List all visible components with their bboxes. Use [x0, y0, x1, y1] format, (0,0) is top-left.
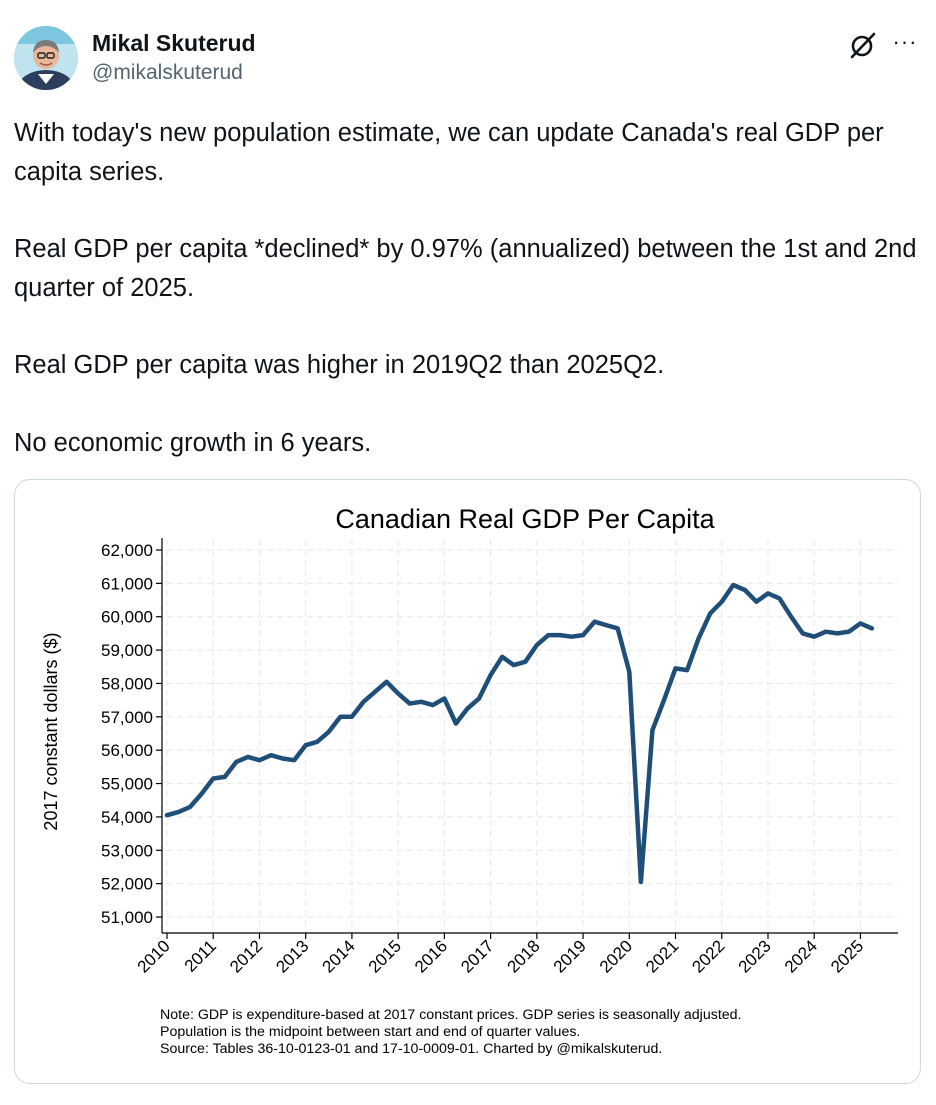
author-handle[interactable]: @mikalskuterud — [92, 61, 243, 84]
x-tick-label: 2025 — [827, 936, 867, 976]
y-tick-label: 51,000 — [101, 908, 153, 927]
x-tick-label: 2017 — [457, 936, 497, 976]
chart-series — [164, 582, 875, 885]
x-tick-label: 2010 — [134, 936, 174, 976]
y-tick-label: 56,000 — [101, 741, 153, 760]
y-tick-label: 55,000 — [101, 775, 153, 794]
x-tick-label: 2016 — [411, 936, 451, 976]
x-tick-label: 2020 — [596, 936, 636, 976]
tweet-paragraph: With today's new population estimate, we… — [14, 119, 884, 186]
x-tick-label: 2021 — [642, 936, 682, 976]
avatar[interactable] — [14, 26, 78, 90]
chart-image[interactable]: 51,000 52,000 53,000 54,000 55,000 56,000 57,0… — [14, 479, 921, 1084]
chart-grid — [166, 540, 898, 933]
chart-note: Source: Tables 36-10-0123-01 and 17-10-0… — [160, 1041, 662, 1057]
x-tick-label: 2013 — [272, 936, 312, 976]
y-tick-label: 60,000 — [101, 608, 153, 627]
x-tick-label: 2024 — [781, 936, 821, 976]
profile-photo-icon — [14, 26, 78, 90]
y-tick-label: 59,000 — [101, 641, 153, 660]
y-tick-label: 61,000 — [101, 574, 153, 593]
x-tick-label: 2018 — [503, 936, 543, 976]
tweet-text: With today's new population estimate, we… — [14, 114, 924, 501]
x-tick-label: 2023 — [735, 936, 775, 976]
chart-axes — [156, 538, 898, 939]
author-name[interactable]: Mikal Skuterud — [92, 30, 256, 56]
gdp-chart: 51,000 52,000 53,000 54,000 55,000 56,000 57,0… — [41, 504, 898, 1057]
y-tick-label: 62,000 — [101, 541, 153, 560]
chart-note: Population is the midpoint between start… — [160, 1024, 580, 1040]
y-tick-label: 53,000 — [101, 841, 153, 860]
tweet-paragraph: Real GDP per capita *declined* by 0.97% … — [14, 235, 917, 302]
y-tick-label: 58,000 — [101, 674, 153, 693]
x-tick-label: 2015 — [365, 936, 405, 976]
tweet-paragraph: Real GDP per capita was higher in 2019Q2… — [14, 351, 665, 379]
y-axis-label: 2017 constant dollars ($) — [41, 632, 61, 830]
chart-note: Note: GDP is expenditure-based at 2017 c… — [160, 1007, 741, 1023]
chart-title: Canadian Real GDP Per Capita — [335, 504, 715, 534]
tweet-header: Mikal Skuterud @mikalskuterud ··· — [14, 26, 924, 92]
y-tick-label: 54,000 — [101, 808, 153, 827]
gdp-series-line — [164, 582, 875, 885]
x-tick-label: 2014 — [319, 936, 359, 976]
tweet-paragraph: No economic growth in 6 years. — [14, 428, 372, 457]
x-tick-label: 2011 — [181, 936, 220, 975]
more-options-icon[interactable]: ··· — [892, 29, 918, 54]
x-tick-label: 2022 — [688, 936, 728, 976]
y-tick-label: 57,000 — [101, 708, 153, 727]
x-tick-label: 2019 — [550, 936, 590, 976]
grok-icon[interactable] — [848, 30, 878, 60]
x-tick-label: 2012 — [226, 936, 266, 976]
y-tick-label: 52,000 — [101, 875, 153, 894]
